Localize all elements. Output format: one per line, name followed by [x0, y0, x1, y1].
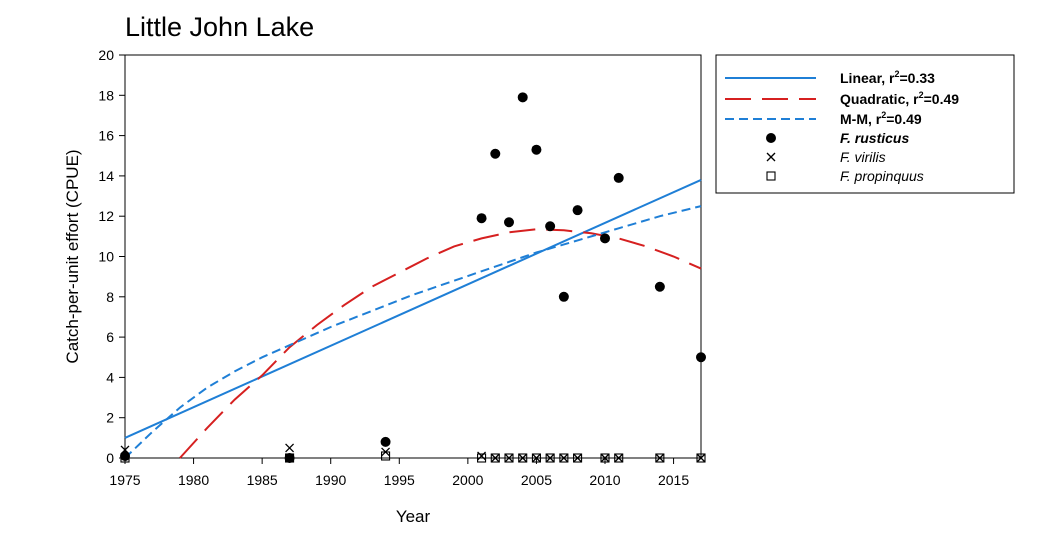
x-tick-label: 1995 [384, 472, 415, 488]
fit-line-short-dash [124, 205, 702, 459]
y-tick-label: 6 [106, 329, 114, 345]
x-axis-label: Year [396, 507, 431, 526]
y-tick-label: 10 [98, 249, 114, 265]
legend-label: M-M, r2=0.49 [840, 110, 922, 127]
data-point-square [696, 453, 706, 463]
x-tick-label: 2010 [589, 472, 620, 488]
data-point-square [655, 453, 665, 463]
data-point-circle [531, 144, 542, 155]
x-tick-label: 1980 [178, 472, 209, 488]
data-point-square [477, 453, 487, 463]
fit-line-long-dash [179, 228, 702, 459]
y-axis-label: Catch-per-unit effort (CPUE) [63, 149, 82, 363]
data-point-circle [284, 453, 295, 463]
data-point-circle [476, 213, 487, 224]
data-point-x [545, 453, 555, 463]
data-point-x [477, 451, 487, 461]
y-tick-label: 8 [106, 289, 114, 305]
data-point-x [614, 453, 624, 463]
x-tick-label: 2000 [452, 472, 483, 488]
data-point-circle [572, 205, 583, 216]
y-tick-label: 0 [106, 450, 114, 466]
y-tick-label: 18 [98, 87, 114, 103]
data-point-x [504, 453, 514, 463]
legend-label: F. propinquus [840, 168, 924, 184]
legend-label: Quadratic, r2=0.49 [840, 90, 959, 107]
data-point-x [573, 453, 583, 463]
data-point-circle [380, 436, 391, 447]
y-tick-label: 16 [98, 128, 114, 144]
legend-label: F. virilis [840, 149, 886, 165]
y-tick-label: 2 [106, 410, 114, 426]
data-point-square [381, 451, 391, 461]
data-point-x [490, 453, 500, 463]
x-tick-label: 2005 [521, 472, 552, 488]
y-tick-label: 4 [106, 369, 114, 385]
data-point-square [545, 453, 555, 463]
fit-line-solid [124, 178, 702, 439]
data-point-circle [766, 133, 776, 143]
data-point-square [285, 453, 295, 463]
data-point-square [518, 453, 528, 463]
data-point-x [766, 152, 776, 162]
data-point-square [504, 453, 514, 463]
data-point-square [573, 453, 583, 463]
data-point-circle [490, 148, 501, 159]
y-tick-label: 20 [98, 47, 114, 63]
y-tick-label: 12 [98, 208, 114, 224]
data-point-square [614, 453, 624, 463]
plot-area-border [124, 54, 702, 459]
data-point-square [490, 453, 500, 463]
data-point-x [655, 453, 665, 463]
legend-label: Linear, r2=0.33 [840, 69, 935, 86]
data-point-circle [517, 92, 528, 103]
legend-label: F. rusticus [840, 130, 909, 146]
data-point-x [696, 453, 706, 463]
data-point-x [120, 445, 130, 455]
data-point-circle [504, 217, 514, 228]
data-point-circle [654, 281, 665, 292]
data-point-circle [613, 172, 624, 183]
y-tick-label: 14 [98, 168, 114, 184]
data-point-square [559, 453, 569, 463]
data-point-circle [558, 291, 569, 302]
chart-title: Little John Lake [125, 12, 315, 42]
data-point-circle [696, 352, 706, 363]
data-point-circle [545, 221, 556, 232]
data-point-square [766, 171, 776, 181]
data-point-x [285, 443, 295, 453]
data-point-x [559, 453, 569, 463]
x-tick-label: 2015 [658, 472, 689, 488]
data-point-circle [600, 233, 610, 244]
x-tick-label: 1975 [109, 472, 140, 488]
x-tick-label: 1990 [315, 472, 346, 488]
x-tick-label: 1985 [247, 472, 278, 488]
data-point-x [518, 453, 528, 463]
